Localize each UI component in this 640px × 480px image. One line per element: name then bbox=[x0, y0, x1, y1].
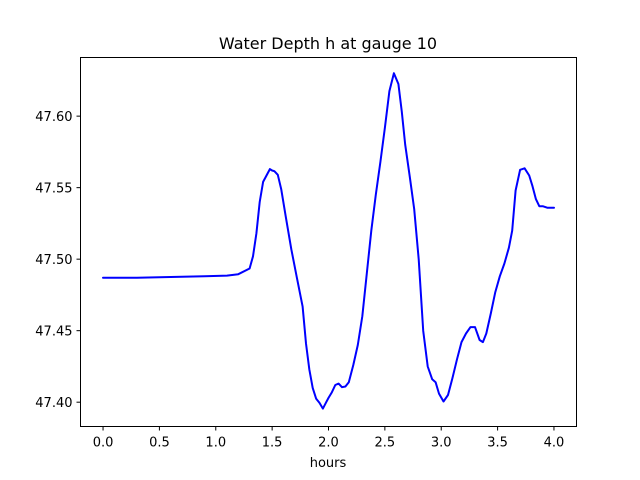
x-tick-label: 2.0 bbox=[318, 436, 339, 451]
x-axis-label: hours bbox=[310, 456, 347, 471]
x-axis-ticks: 0.0 0.5 1.0 1.5 2.0 2.5 3.0 3.5 4.0 bbox=[93, 426, 565, 451]
y-tick-label: 47.55 bbox=[35, 182, 72, 197]
x-tick-label: 0.0 bbox=[93, 436, 114, 451]
y-axis-ticks: 47.40 47.45 47.50 47.55 47.60 bbox=[35, 110, 81, 411]
x-tick-label: 3.5 bbox=[487, 436, 508, 451]
series-layer bbox=[102, 72, 555, 410]
x-tick-label: 3.0 bbox=[431, 436, 452, 451]
x-tick-label: 2.5 bbox=[375, 436, 396, 451]
x-tick-label: 4.0 bbox=[544, 436, 565, 451]
plot-frame bbox=[80, 57, 577, 427]
chart-title: Water Depth h at gauge 10 bbox=[219, 34, 437, 53]
y-tick-label: 47.40 bbox=[35, 396, 72, 411]
y-tick-label: 47.45 bbox=[35, 325, 72, 340]
series-line bbox=[102, 72, 555, 410]
x-tick-label: 1.5 bbox=[262, 436, 283, 451]
x-tick-label: 1.0 bbox=[205, 436, 226, 451]
y-tick-label: 47.60 bbox=[35, 110, 72, 125]
y-tick-label: 47.50 bbox=[35, 253, 72, 268]
x-tick-label: 0.5 bbox=[149, 436, 170, 451]
